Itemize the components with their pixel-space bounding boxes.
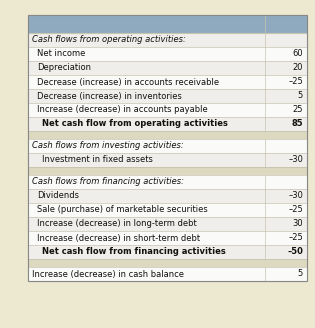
Bar <box>28 231 307 245</box>
Bar <box>28 203 307 217</box>
Text: 20: 20 <box>293 64 303 72</box>
Bar <box>28 259 307 267</box>
Bar <box>28 15 307 33</box>
Text: 30: 30 <box>292 219 303 229</box>
Text: 25: 25 <box>293 106 303 114</box>
Text: Sale (purchase) of marketable securities: Sale (purchase) of marketable securities <box>37 206 208 215</box>
Text: Cash flows from financing activities:: Cash flows from financing activities: <box>32 177 184 187</box>
Bar <box>28 89 307 103</box>
Text: Net income: Net income <box>37 50 85 58</box>
Bar <box>28 103 307 117</box>
Bar <box>28 267 307 281</box>
Text: Increase (decrease) in cash balance: Increase (decrease) in cash balance <box>32 270 184 278</box>
Text: 60: 60 <box>292 50 303 58</box>
Text: Increase (decrease) in accounts payable: Increase (decrease) in accounts payable <box>37 106 208 114</box>
Bar <box>28 245 307 259</box>
Bar <box>28 189 307 203</box>
Text: –25: –25 <box>288 206 303 215</box>
Bar <box>28 131 307 139</box>
Text: 5: 5 <box>298 92 303 100</box>
Bar <box>28 117 307 131</box>
Text: –30: –30 <box>288 192 303 200</box>
Text: 85: 85 <box>291 119 303 129</box>
Bar <box>28 75 307 89</box>
Bar <box>28 47 307 61</box>
Bar <box>28 139 307 153</box>
Text: 5: 5 <box>298 270 303 278</box>
Text: Cash flows from operating activities:: Cash flows from operating activities: <box>32 35 186 45</box>
Bar <box>28 167 307 175</box>
Text: Decrease (increase) in inventories: Decrease (increase) in inventories <box>37 92 182 100</box>
Text: –30: –30 <box>288 155 303 165</box>
Text: Net cash flow from financing activities: Net cash flow from financing activities <box>42 248 226 256</box>
Text: –25: –25 <box>288 77 303 87</box>
Text: Depreciation: Depreciation <box>37 64 91 72</box>
Text: Dividends: Dividends <box>37 192 79 200</box>
Text: Investment in fixed assets: Investment in fixed assets <box>42 155 153 165</box>
Text: Net cash flow from operating activities: Net cash flow from operating activities <box>42 119 228 129</box>
Bar <box>28 217 307 231</box>
Bar <box>28 61 307 75</box>
Bar <box>28 15 307 281</box>
Text: Decrease (increase) in accounts receivable: Decrease (increase) in accounts receivab… <box>37 77 219 87</box>
Text: Increase (decrease) in long-term debt: Increase (decrease) in long-term debt <box>37 219 197 229</box>
Text: Cash flows from investing activities:: Cash flows from investing activities: <box>32 141 184 151</box>
Bar <box>28 153 307 167</box>
Bar <box>28 15 307 281</box>
Text: –50: –50 <box>287 248 303 256</box>
Bar <box>28 175 307 189</box>
Text: –25: –25 <box>288 234 303 242</box>
Bar <box>28 33 307 47</box>
Text: Increase (decrease) in short-term debt: Increase (decrease) in short-term debt <box>37 234 200 242</box>
